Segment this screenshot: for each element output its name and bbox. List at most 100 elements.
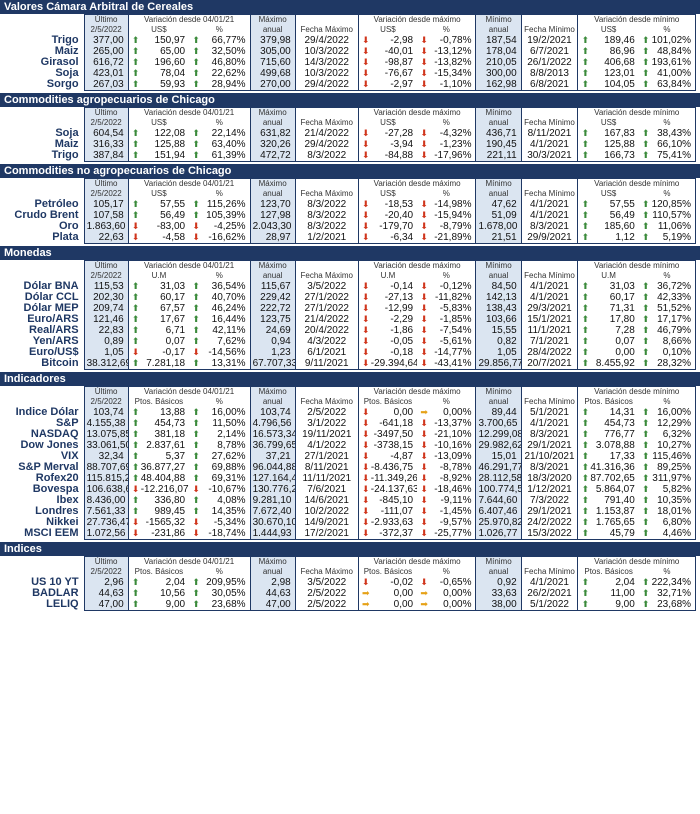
var-desde-abs: ⬆ 0,07 [127,336,190,347]
fecha-min-value: 29/1/2021 [520,506,578,517]
maximo-value: 2.043,30 [249,221,296,232]
var-max-pct: ⬇ -0,12% [417,281,476,292]
down-arrow-icon: ⬇ [362,336,370,346]
var-min-abs-value: 7,28 [615,325,635,336]
blank-cell [0,118,84,128]
var-max-pct: ⬇ -11,82% [417,292,476,303]
maximo-value: 96.044,88 [249,462,296,473]
row-name: VIX [60,451,79,462]
header-minimo: Mínimo [475,14,522,25]
data-row: VIX 32,34 ⬆ 5,37 ⬆ 27,62% 37,21 27/1/2021 ⬇ -4,87… [0,451,700,462]
row-name: Dólar BNA [23,281,79,292]
var-min-abs: ⬆ 60,17 [577,292,639,303]
var-desde-pct-wrap: 13,31% [191,358,246,369]
blank-cell [696,557,700,568]
var-desde-abs-wrap: 10,56 [131,588,185,599]
header-var-min: Variación desde mínimo [577,556,697,567]
var-max-abs: ⬇ -2,29 [357,314,418,325]
var-max-abs-value: -3,94 [390,139,414,150]
blank-cell [294,107,359,118]
fecha-min-value: 20/7/2021 [520,358,578,370]
var-max-pct-value: -13,37% [434,418,472,429]
var-min-abs: ⬆ 1.765,65 [577,517,639,528]
var-desde-abs: ⬇ -4,58 [127,232,190,244]
data-row: Euro/US$ 1,05 ⬇ -0,17 ⬇ -14,56% 1,23 6/1/2021 ⬇ -… [0,347,700,358]
blank-cell [696,35,700,46]
var-desde-abs-wrap: 31,03 [131,281,185,292]
ultimo-value: 115.815,23 [83,473,129,484]
data-row: US 10 YT 2,96 ⬆ 2,04 ⬆ 209,95% 2,98 3/5/2022 ⬇ -0… [0,577,700,588]
var-desde-pct-value: -5,34% [213,517,246,528]
blank-cell [520,178,578,189]
up-arrow-icon: ⬆ [581,232,590,242]
down-arrow-icon: ⬇ [362,221,370,231]
var-desde-abs: ⬆ 60,17 [127,292,190,303]
header-var-min: Variación desde mínimo [577,386,697,397]
data-row: Dólar CCL 202,30 ⬆ 60,17 ⬆ 40,70% 229,42 27/1/2… [0,292,700,303]
section-title: Indicadores [0,372,700,387]
var-min-pct-wrap: 115,46% [641,451,691,462]
minimo-value: 25.970,82 [475,517,522,528]
var-min-abs: ⬆ 7,28 [577,325,639,336]
var-min-pct: ⬆ 23,68% [638,599,697,611]
header-fecha-min: Fecha Mínimo [520,189,578,199]
var-min-pct-value: 17,17% [657,314,692,325]
var-desde-abs-value: 17,67 [160,314,186,325]
maximo-value: 127.164,49 [249,473,296,484]
up-arrow-icon: ⬆ [581,57,590,67]
row-name: Nikkei [46,517,79,528]
var-desde-abs-wrap: -83,00 [131,221,185,232]
row-name: Sorgo [46,79,79,91]
var-min-pct: ⬆ 5,19% [638,232,697,244]
blank-cell [696,128,700,139]
var-min-pct: ⬆ 17,17% [638,314,697,325]
fecha-min-value: 5/1/2021 [520,407,578,418]
var-min-abs-value: 87.702,65 [590,473,635,484]
var-min-abs-wrap: 1.153,87 [580,506,635,517]
header-ultimo: Último [83,556,129,567]
var-min-pct: ⬆ 6,32% [638,429,697,440]
fecha-min-value: 29/3/2021 [520,303,578,314]
down-arrow-icon: ⬇ [362,314,370,324]
var-desde-abs-value: 31,03 [160,281,186,292]
var-desde-abs-value: 196,60 [154,57,186,68]
ultimo-value: 265,00 [83,46,129,57]
var-max-abs-value: -0,18 [390,347,414,358]
var-min-abs: ⬆ 5.864,07 [577,484,639,495]
var-min-pct-wrap: 6,80% [641,517,691,528]
up-arrow-icon: ⬆ [581,429,590,439]
down-arrow-icon: ⬇ [420,325,428,335]
data-row: Maiz 316,33 ⬆ 125,88 ⬆ 63,40% 320,26 29/4/2022 ⬇… [0,139,700,150]
var-max-abs: ⬇ -11.349,26 [357,473,418,484]
blank-cell [696,336,700,347]
var-max-pct: ⬇ -13,12% [417,46,476,57]
section-title-row: Commodities agropecuarios de Chicago [0,93,700,108]
var-min-abs-wrap: 167,83 [580,128,635,139]
var-max-abs: ➡ 0,00 [357,588,418,599]
up-arrow-icon: ⬆ [642,314,650,324]
var-desde-abs: ⬆ 150,97 [127,35,190,46]
maximo-value: 30.670,10 [249,517,296,528]
blank-cell [0,557,84,568]
header-unit-1: US$ [127,118,190,128]
var-desde-pct-value: 16,44% [211,314,246,325]
section-title: Commodities no agropecuarios de Chicago [0,164,700,179]
minimo-value: 47,62 [475,199,522,210]
var-min-abs-value: 3.078,88 [595,440,635,451]
fecha-max-value: 11/11/2021 [294,473,359,484]
data-row: Maiz 265,00 ⬆ 65,00 ⬆ 32,50% 305,00 10/3/2022 ⬇ -… [0,46,700,57]
var-desde-abs-value: 2,04 [165,577,186,588]
var-min-pct-value: 36,72% [657,281,692,292]
var-desde-pct-value: -14,56% [208,347,246,358]
var-desde-abs: ⬇ -1565,32 [127,517,190,528]
down-arrow-icon: ⬇ [420,336,428,346]
minimo-value: 142,13 [475,292,522,303]
var-desde-pct-wrap: -5,34% [191,517,246,528]
var-max-pct-value: -11,82% [434,292,472,303]
header-pct-1: % [215,189,223,198]
var-min-pct: ⬆ 18,01% [638,506,697,517]
var-min-abs-wrap: 86,96 [580,46,635,57]
minimo-value: 103,66 [475,314,522,325]
var-min-abs-wrap: 41.316,36 [580,462,635,473]
var-desde-abs-wrap: -12.216,07 [131,484,189,495]
